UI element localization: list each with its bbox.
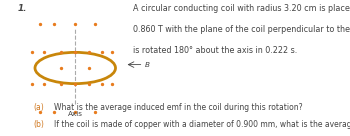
Text: (a): (a) — [33, 103, 44, 112]
Text: What is the average induced emf in the coil during this rotation?: What is the average induced emf in the c… — [54, 103, 303, 112]
Text: A circular conducting coil with radius 3.20 cm is placed in a uniform magnetic f: A circular conducting coil with radius 3… — [133, 4, 350, 13]
Text: B: B — [145, 62, 150, 68]
Text: If the coil is made of copper with a diameter of 0.900 mm, what is the average c: If the coil is made of copper with a dia… — [54, 120, 350, 129]
Text: is rotated 180° about the axis in 0.222 s.: is rotated 180° about the axis in 0.222 … — [133, 46, 297, 55]
Text: Axis: Axis — [68, 111, 83, 117]
Text: (b): (b) — [33, 120, 44, 129]
Text: 1.: 1. — [18, 4, 28, 13]
Text: 0.860 T with the plane of the coil perpendicular to the magnetic field as shown.: 0.860 T with the plane of the coil perpe… — [133, 25, 350, 34]
